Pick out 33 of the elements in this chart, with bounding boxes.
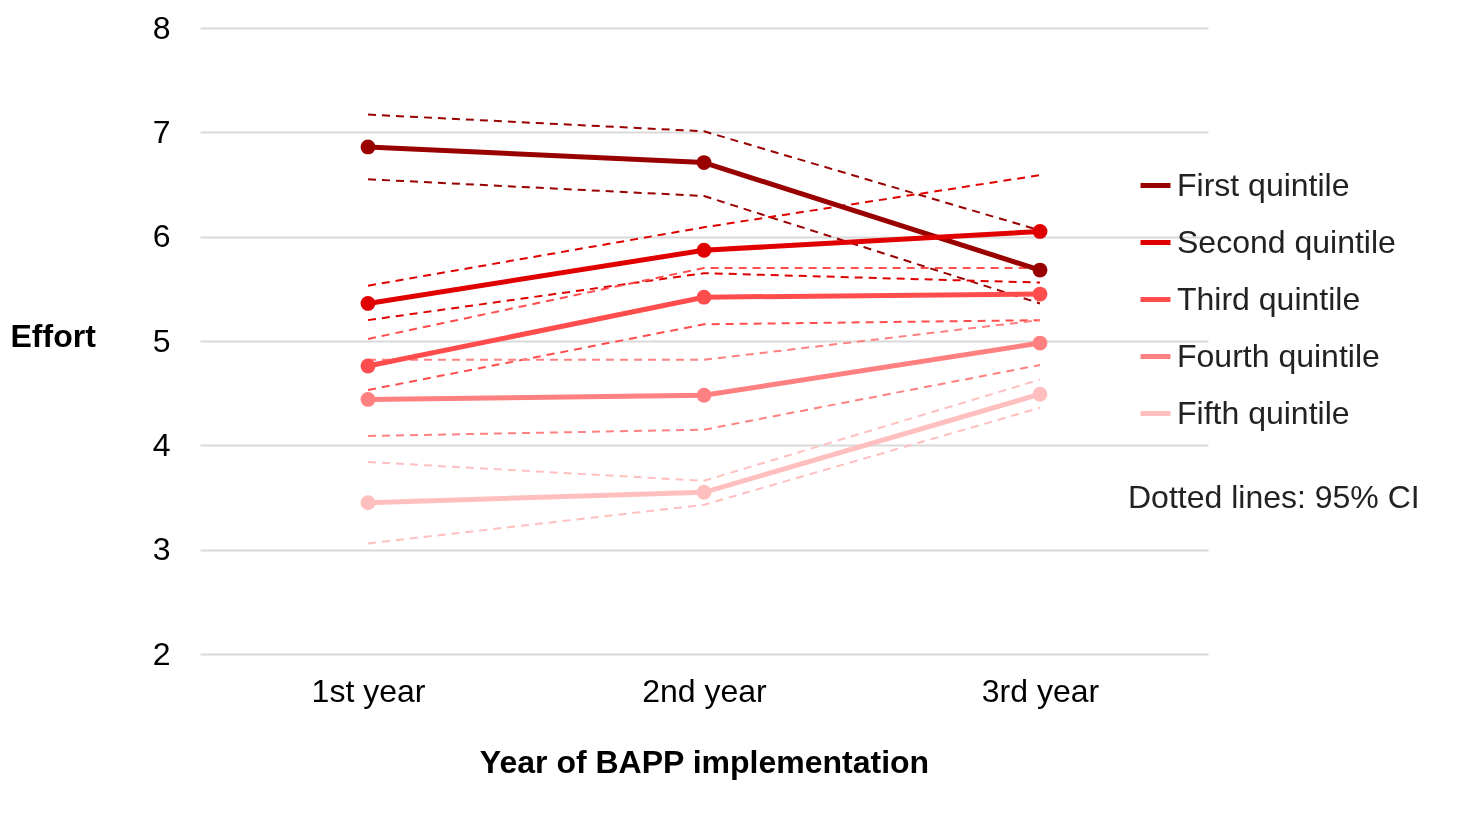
y-tick-label: 4 <box>152 426 171 463</box>
y-tick-label: 6 <box>152 218 171 255</box>
point <box>360 139 376 155</box>
point <box>1032 335 1048 351</box>
point <box>360 358 376 374</box>
legend-label: First quintile <box>1177 166 1350 203</box>
point <box>696 484 712 500</box>
point <box>1032 286 1048 302</box>
legend-label: Fourth quintile <box>1177 337 1380 374</box>
y-tick-label: 2 <box>152 635 171 672</box>
point <box>360 392 376 407</box>
point <box>360 495 376 511</box>
x-tick-label: 3rd year <box>981 672 1100 709</box>
point <box>696 242 712 258</box>
y-tick-label: 8 <box>152 9 171 46</box>
point <box>1032 386 1048 402</box>
legend-label: Third quintile <box>1177 280 1361 317</box>
annotation: Dotted lines: 95% CI <box>1128 479 1420 515</box>
legend-label: Second quintile <box>1177 223 1396 260</box>
point <box>696 155 712 170</box>
point <box>696 289 712 305</box>
legend-label: Fifth quintile <box>1177 394 1350 431</box>
point <box>1032 224 1048 239</box>
x-axis-title: Year of BAPP implementation <box>479 743 930 780</box>
x-tick-label: 1st year <box>311 672 426 709</box>
point <box>1032 262 1048 278</box>
point <box>696 387 712 403</box>
y-tick-label: 7 <box>152 113 171 150</box>
point <box>360 296 376 311</box>
y-tick-label: 5 <box>152 322 171 359</box>
y-axis-title: Effort <box>10 317 97 354</box>
x-tick-label: 2nd year <box>642 672 768 709</box>
y-tick-label: 3 <box>152 531 171 568</box>
